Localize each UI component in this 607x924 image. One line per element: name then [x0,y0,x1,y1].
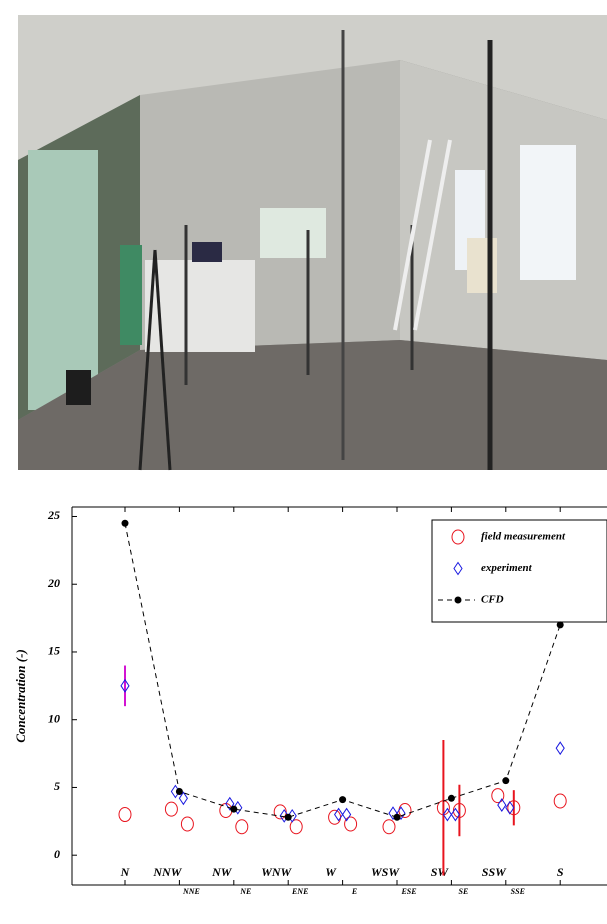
x-tick-label-lower: ENE [291,887,308,896]
data-point [273,804,287,820]
data-point [289,819,303,835]
x-tick-label: W [325,865,337,879]
data-point [388,806,398,821]
data-point [178,791,189,806]
x-tick-label-lower: NNE [182,887,200,896]
x-tick-label-lower: NE [239,887,251,896]
x-tick-label-lower: E [351,887,357,896]
x-tick-label-lower: SSE [511,887,525,896]
x-tick-label-lower: ESE [400,887,416,896]
data-point [339,796,347,804]
x-tick-label: NNW [152,865,182,879]
y-tick-label: 25 [47,508,60,522]
data-point [180,816,194,832]
data-point [393,813,401,821]
data-point [235,819,249,835]
photo [18,15,607,471]
data-point [556,621,564,629]
data-point [230,805,238,813]
legend-symbol [453,561,463,576]
legend-label: experiment [481,562,533,574]
data-point [497,798,507,812]
data-point [507,800,521,816]
data-point [284,813,292,821]
legend-box [431,519,607,623]
legend-symbol [454,596,462,604]
legend-label: field measurement [481,531,566,543]
data-point [491,788,505,804]
x-tick-label: WNW [261,865,292,879]
data-point [328,809,342,825]
data-point [450,807,461,822]
data-point [341,807,352,822]
data-point [447,794,455,802]
data-point [225,796,235,811]
legend-label: CFD [481,594,504,606]
y-tick-label: 20 [47,576,60,590]
data-point [233,800,243,815]
x-tick-label: S [557,865,564,879]
data-point [398,802,412,818]
data-point [442,807,453,822]
x-tick-label: SW [431,865,450,879]
y-tick-label: 15 [48,644,60,658]
data-point [396,806,406,821]
x-tick-label: SSW [482,865,507,879]
y-tick-label: 0 [54,847,60,861]
y-axis-label: Concentration (-) [13,649,28,743]
data-point [553,793,567,809]
data-point [344,816,358,832]
data-point [279,809,289,823]
data-point [555,741,565,756]
y-tick-label: 5 [54,779,60,793]
x-tick-label-lower: SE [459,887,469,896]
data-point [287,809,297,823]
data-point [175,788,183,796]
data-point [382,819,396,835]
data-point [505,800,515,815]
data-point [452,802,466,818]
data-point [333,807,344,822]
x-tick-label: WSW [371,865,400,879]
x-tick-label: N [120,865,131,879]
x-tick-label: NW [211,865,233,879]
data-point [121,519,129,527]
y-tick-label: 10 [48,711,60,725]
data-point [120,678,130,693]
data-point [502,777,510,785]
data-point [118,807,132,823]
plot-frame [71,506,607,886]
legend-symbol [451,529,465,545]
data-point [164,801,178,817]
